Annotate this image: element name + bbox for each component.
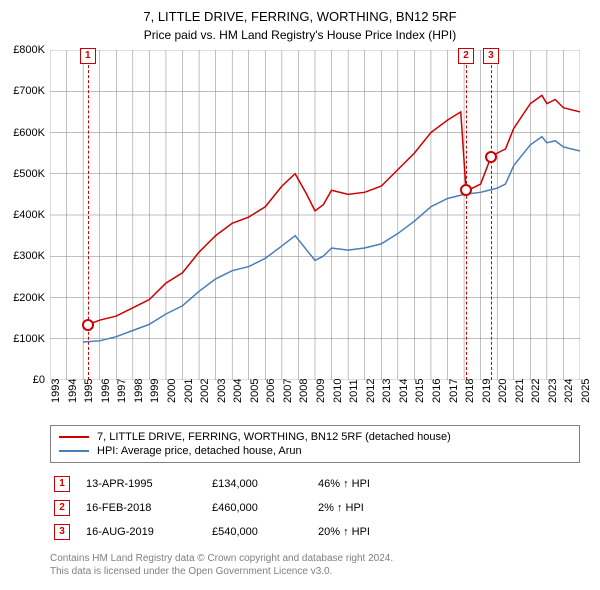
sale-price: £460,000 xyxy=(212,502,302,514)
x-tick-label: 2008 xyxy=(298,379,310,403)
plot-area: £0£100K£200K£300K£400K£500K£600K£700K£80… xyxy=(50,50,580,380)
x-tick-label: 2021 xyxy=(514,379,526,403)
x-tick-label: 2018 xyxy=(464,379,476,403)
event-marker-1: 1 xyxy=(80,48,96,64)
sale-marker: 1 xyxy=(54,476,70,492)
x-tick-label: 2025 xyxy=(580,379,592,403)
sale-diff: 20% ↑ HPI xyxy=(318,526,418,538)
x-tick-label: 2013 xyxy=(381,379,393,403)
legend-label: HPI: Average price, detached house, Arun xyxy=(97,445,302,457)
event-dot-3 xyxy=(485,151,497,163)
y-tick-label: £600K xyxy=(0,127,45,139)
x-tick-label: 2017 xyxy=(448,379,460,403)
x-tick-label: 2000 xyxy=(166,379,178,403)
line-chart-svg xyxy=(50,50,580,380)
y-tick-label: £800K xyxy=(0,44,45,56)
x-tick-label: 2015 xyxy=(414,379,426,403)
sale-date: 16-AUG-2019 xyxy=(86,526,196,538)
x-tick-label: 2003 xyxy=(216,379,228,403)
x-tick-label: 2006 xyxy=(265,379,277,403)
y-tick-label: £300K xyxy=(0,250,45,262)
legend-label: 7, LITTLE DRIVE, FERRING, WORTHING, BN12… xyxy=(97,431,451,443)
x-tick-label: 2004 xyxy=(232,379,244,403)
x-tick-label: 1996 xyxy=(100,379,112,403)
x-tick-label: 2010 xyxy=(332,379,344,403)
x-tick-label: 1994 xyxy=(67,379,79,403)
x-tick-label: 1997 xyxy=(116,379,128,403)
legend-item: HPI: Average price, detached house, Arun xyxy=(59,444,571,458)
legend-swatch xyxy=(59,436,89,438)
x-tick-label: 2001 xyxy=(183,379,195,403)
x-tick-label: 2019 xyxy=(481,379,493,403)
sale-price: £540,000 xyxy=(212,526,302,538)
chart-title: 7, LITTLE DRIVE, FERRING, WORTHING, BN12… xyxy=(0,0,600,26)
sale-marker: 2 xyxy=(54,500,70,516)
event-line-2 xyxy=(466,50,467,380)
legend-swatch xyxy=(59,450,89,452)
y-tick-label: £200K xyxy=(0,292,45,304)
sale-date: 13-APR-1995 xyxy=(86,478,196,490)
x-tick-label: 2024 xyxy=(563,379,575,403)
x-tick-label: 2023 xyxy=(547,379,559,403)
x-tick-label: 2022 xyxy=(530,379,542,403)
sale-diff: 2% ↑ HPI xyxy=(318,502,418,514)
footer-line2: This data is licensed under the Open Gov… xyxy=(50,565,580,578)
legend-box: 7, LITTLE DRIVE, FERRING, WORTHING, BN12… xyxy=(50,425,580,463)
y-tick-label: £700K xyxy=(0,85,45,97)
x-tick-label: 2002 xyxy=(199,379,211,403)
chart-container: 7, LITTLE DRIVE, FERRING, WORTHING, BN12… xyxy=(0,0,600,590)
event-dot-1 xyxy=(82,319,94,331)
x-tick-label: 2012 xyxy=(365,379,377,403)
y-tick-label: £500K xyxy=(0,168,45,180)
y-tick-label: £400K xyxy=(0,209,45,221)
sale-row: 3 16-AUG-2019 £540,000 20% ↑ HPI xyxy=(50,520,580,544)
sale-diff: 46% ↑ HPI xyxy=(318,478,418,490)
x-tick-label: 2016 xyxy=(431,379,443,403)
y-tick-label: £100K xyxy=(0,333,45,345)
y-tick-label: £0 xyxy=(0,374,45,386)
event-marker-3: 3 xyxy=(483,48,499,64)
x-tick-label: 1993 xyxy=(50,379,62,403)
x-tick-label: 2014 xyxy=(398,379,410,403)
x-tick-label: 2011 xyxy=(348,379,360,403)
x-tick-label: 2009 xyxy=(315,379,327,403)
footer-line1: Contains HM Land Registry data © Crown c… xyxy=(50,552,580,565)
x-tick-label: 2007 xyxy=(282,379,294,403)
sale-marker: 3 xyxy=(54,524,70,540)
x-tick-label: 2020 xyxy=(497,379,509,403)
sale-row: 1 13-APR-1995 £134,000 46% ↑ HPI xyxy=(50,472,580,496)
x-tick-label: 1995 xyxy=(83,379,95,403)
sales-table: 1 13-APR-1995 £134,000 46% ↑ HPI 2 16-FEB-201… xyxy=(50,472,580,544)
event-marker-2: 2 xyxy=(458,48,474,64)
sale-date: 16-FEB-2018 xyxy=(86,502,196,514)
event-line-3 xyxy=(491,50,492,380)
x-tick-label: 2005 xyxy=(249,379,261,403)
footer-attribution: Contains HM Land Registry data © Crown c… xyxy=(50,552,580,578)
x-tick-label: 1999 xyxy=(149,379,161,403)
chart-subtitle: Price paid vs. HM Land Registry's House … xyxy=(0,26,600,42)
event-dot-2 xyxy=(460,184,472,196)
sale-row: 2 16-FEB-2018 £460,000 2% ↑ HPI xyxy=(50,496,580,520)
x-tick-label: 1998 xyxy=(133,379,145,403)
legend-item: 7, LITTLE DRIVE, FERRING, WORTHING, BN12… xyxy=(59,430,571,444)
sale-price: £134,000 xyxy=(212,478,302,490)
